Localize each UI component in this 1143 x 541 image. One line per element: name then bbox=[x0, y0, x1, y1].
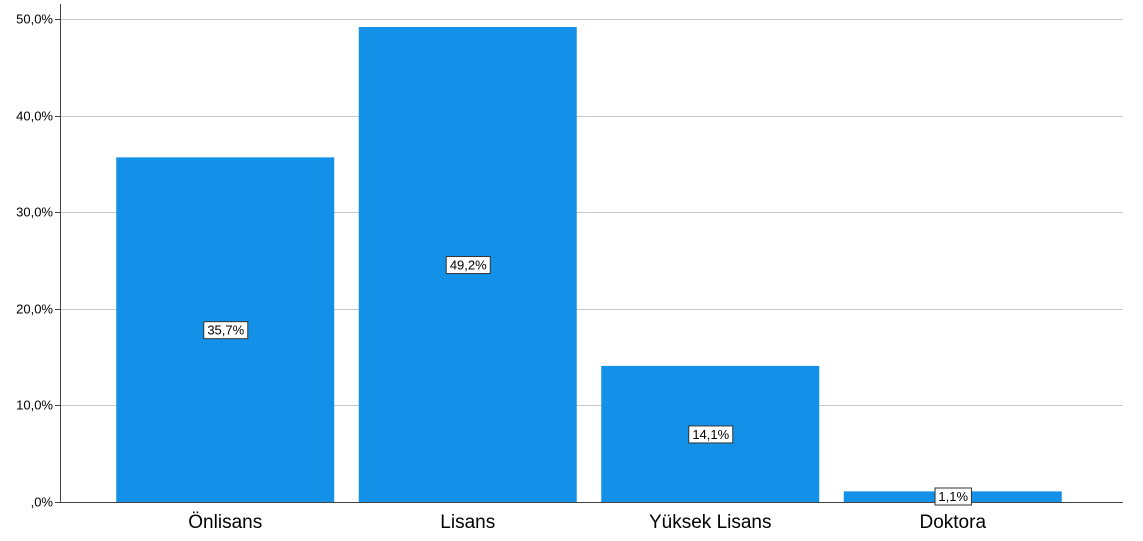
data-label-box bbox=[688, 425, 734, 444]
x-category-label: Yüksek Lisans bbox=[649, 512, 772, 533]
data-label: 49,2% bbox=[445, 256, 491, 275]
bar-layer bbox=[116, 27, 1062, 503]
x-category-label: Doktora bbox=[919, 512, 986, 533]
y-tick-label: 40,0% bbox=[16, 109, 53, 124]
data-label-box bbox=[934, 487, 972, 506]
data-label: 35,7% bbox=[203, 321, 249, 340]
data-label-value: 14,1% bbox=[692, 427, 729, 442]
y-tick-label: ,0% bbox=[31, 495, 54, 510]
y-tick-label: 50,0% bbox=[16, 12, 53, 27]
data-label-box bbox=[203, 321, 249, 340]
x-category-label: Önlisans bbox=[188, 512, 262, 533]
data-label-box bbox=[445, 256, 491, 275]
y-tick-label: 20,0% bbox=[16, 302, 53, 317]
data-label: 1,1% bbox=[934, 487, 972, 506]
data-label-value: 49,2% bbox=[450, 258, 487, 273]
y-tick-label: 10,0% bbox=[16, 398, 53, 413]
data-label-value: 1,1% bbox=[938, 489, 968, 504]
x-category-label: Lisans bbox=[440, 512, 495, 533]
label-layer: 35,7% 49,2% 14,1% 1,1% bbox=[203, 256, 972, 506]
data-label-value: 35,7% bbox=[207, 323, 244, 338]
y-tick-label: 30,0% bbox=[16, 205, 53, 220]
data-label: 14,1% bbox=[688, 425, 734, 444]
